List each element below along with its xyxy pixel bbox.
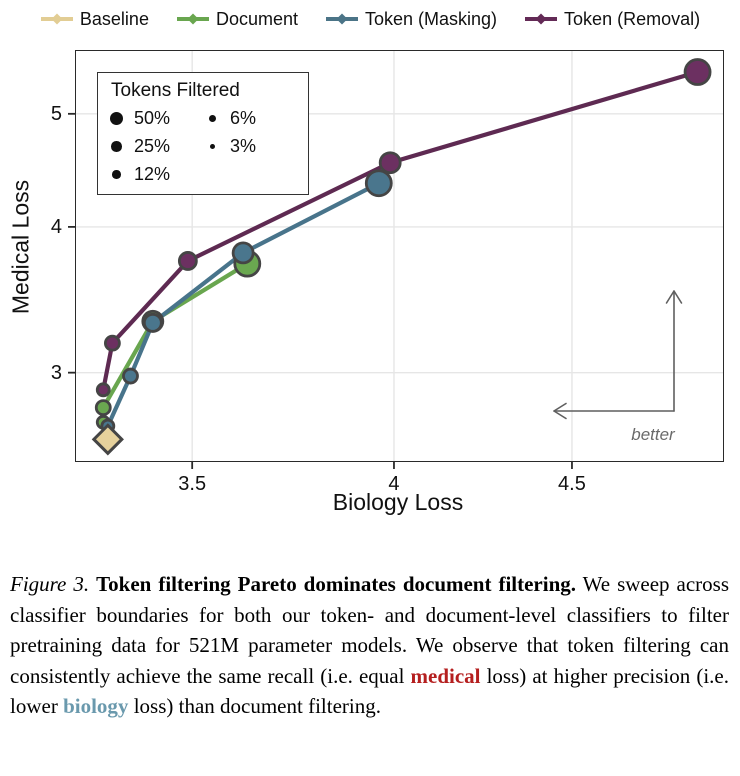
data-point-token-masking-12% (142, 312, 163, 333)
size-dot-box (109, 141, 124, 152)
data-point-token-masking-25% (231, 241, 255, 265)
tokens-filtered-entries: 50% 6% 25% 3% 12% (109, 108, 297, 185)
size-legend-entry-50: 50% (109, 108, 205, 129)
size-dot-icon (209, 143, 216, 150)
y-tick-label-3: 3 (50, 361, 62, 384)
legend-item-baseline: Baseline (40, 9, 149, 30)
legend-label: Baseline (79, 8, 149, 29)
legend-key-token-masking-icon (326, 13, 358, 25)
y-tick-label-4: 4 (50, 215, 62, 238)
size-dot-icon (112, 170, 121, 179)
better-arrowhead-up (665, 290, 683, 304)
data-point-document-6% (94, 399, 112, 417)
figure-caption: Figure 3. Token filtering Pareto dominat… (10, 569, 729, 722)
x-tick-label-4: 4 (388, 473, 400, 495)
legend-item-token-masking: Token (Masking) (325, 9, 497, 30)
legend-key-document-icon (176, 13, 209, 25)
size-dot-box (109, 170, 124, 179)
size-legend-label: 50% (134, 108, 171, 128)
data-point-token-removal-12% (177, 251, 198, 271)
caption-title: Token filtering Pareto dominates documen… (96, 572, 577, 596)
tokens-filtered-title: Tokens Filtered (111, 80, 240, 101)
data-point-token-removal-25% (378, 151, 402, 175)
size-dot-icon (111, 141, 122, 152)
size-legend-entry-25: 25% (109, 136, 205, 157)
data-point-token-masking-50% (364, 169, 393, 198)
tokens-filtered-legend: Tokens Filtered 50% 6% 25% 3% 12% (97, 72, 309, 195)
size-dot-icon (110, 112, 123, 125)
legend-key-token-removal-icon (525, 13, 558, 25)
size-legend-label: 3% (230, 136, 257, 156)
caption-body-1: We sweep across classifier boundaries fo… (10, 572, 730, 688)
size-dot-box (205, 115, 220, 122)
size-dot-box (109, 112, 124, 125)
series-legend: Baseline Document Token (Masking) Token … (0, 4, 740, 34)
x-axis-title: Biology Loss (332, 489, 464, 515)
size-legend-entry-12: 12% (109, 164, 205, 185)
data-point-baseline (91, 423, 124, 456)
caption-figure-label: Figure 3. (10, 572, 90, 596)
x-tick-label-4.5: 4.5 (558, 473, 586, 495)
y-axis-title: Medical Loss (7, 179, 34, 315)
size-dot-icon (209, 115, 216, 122)
plot-canvas: better (68, 51, 723, 469)
legend-key-baseline-icon (40, 13, 73, 25)
size-dot-box (205, 143, 220, 150)
plot-panel: better Tokens Filtered 50% 6% 25% 3% 12%… (51, 50, 724, 495)
x-tick-label-3.5: 3.5 (178, 473, 207, 495)
size-legend-label: 12% (134, 164, 171, 184)
legend-label: Document (215, 8, 298, 29)
caption-body-3: loss) than document filtering. (128, 694, 381, 719)
data-point-token-removal-50% (683, 58, 712, 86)
data-point-token-removal-6% (103, 334, 121, 352)
caption-body-2: loss) at higher precision (i.e. lower (10, 663, 729, 719)
legend-item-document: Document (176, 9, 298, 30)
size-legend-label: 25% (134, 136, 171, 156)
size-legend-entry-6: 6% (205, 108, 281, 129)
better-annotation-label: better (631, 425, 676, 444)
data-point-token-removal-3% (95, 382, 111, 398)
legend-label: Token (Masking) (365, 8, 498, 29)
legend-item-token-removal: Token (Removal) (524, 9, 700, 30)
better-arrowhead-left (553, 402, 567, 420)
legend-label: Token (Removal) (564, 8, 701, 29)
y-tick-label-5: 5 (50, 102, 62, 125)
size-legend-label: 6% (230, 108, 257, 128)
series-line-document (101, 261, 250, 425)
caption-medical-word: medical (410, 663, 481, 688)
data-point-token-masking-6% (122, 367, 139, 385)
caption-biology-word: biology (63, 694, 129, 719)
size-legend-entry-3: 3% (205, 136, 281, 157)
